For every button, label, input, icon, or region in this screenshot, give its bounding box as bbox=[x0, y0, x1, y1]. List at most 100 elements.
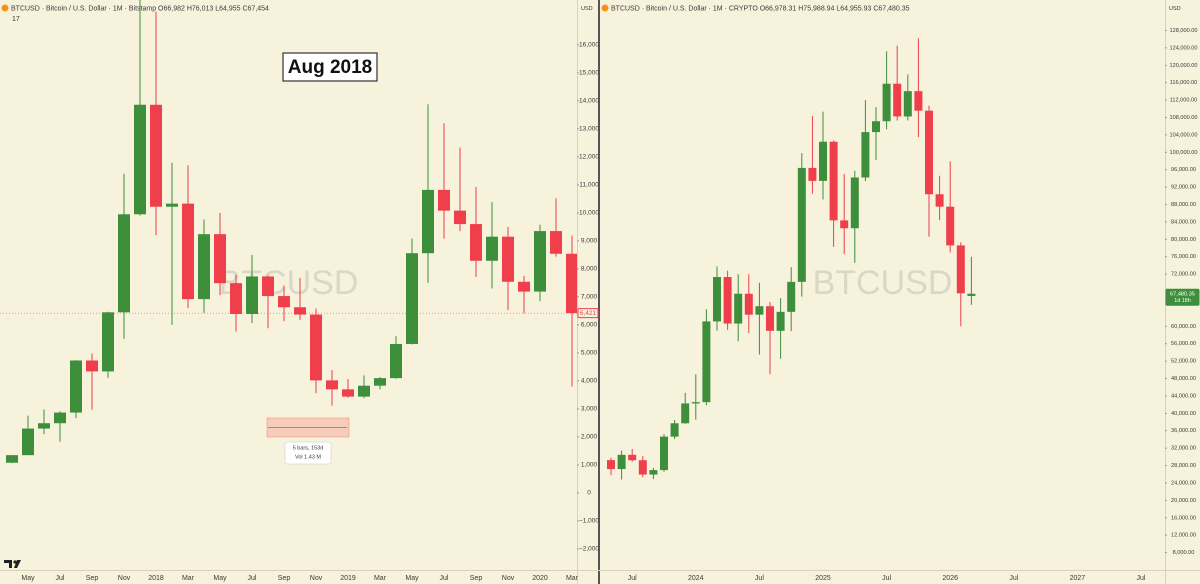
y-tick-label: 8,000.00 bbox=[1173, 550, 1195, 556]
candle-body bbox=[454, 210, 466, 225]
y-tick-label: 7,000 bbox=[581, 294, 598, 301]
y-tick-label: 11,000 bbox=[579, 182, 599, 189]
candle-body bbox=[118, 214, 130, 313]
candle-body bbox=[182, 203, 194, 300]
candle-body bbox=[38, 423, 50, 429]
y-tick-label: 2,000 bbox=[581, 434, 598, 441]
candle-body bbox=[819, 141, 827, 181]
indicator-toggle[interactable]: 17 bbox=[12, 16, 20, 23]
candle-body bbox=[893, 83, 902, 117]
y-tick-label: 3,000 bbox=[581, 406, 598, 413]
candle-body bbox=[150, 104, 162, 207]
y-tick-label: −1,000 bbox=[579, 518, 599, 525]
candle-body bbox=[882, 83, 891, 122]
x-tick-label: 2020 bbox=[532, 575, 548, 582]
y-tick-label: 124,000.00 bbox=[1170, 45, 1198, 51]
y-tick-label: 40,000.00 bbox=[1171, 411, 1196, 417]
y-tick-label: 76,000.00 bbox=[1171, 254, 1196, 260]
x-tick-label: Mar bbox=[374, 575, 387, 582]
candle-body bbox=[342, 389, 354, 397]
candle-body bbox=[766, 306, 774, 331]
x-tick-label: Mar bbox=[566, 575, 579, 582]
candle-body bbox=[872, 121, 880, 133]
y-tick-label: 60,000.00 bbox=[1171, 324, 1196, 330]
x-tick-label: Nov bbox=[118, 575, 131, 582]
x-tick-label: May bbox=[405, 575, 419, 582]
x-tick-label: 2026 bbox=[942, 575, 958, 582]
candle-body bbox=[534, 231, 546, 292]
candle-body bbox=[310, 314, 322, 381]
candle-body bbox=[946, 206, 955, 246]
x-tick-label: 2019 bbox=[340, 575, 356, 582]
countdown: 1d 18h bbox=[1174, 298, 1191, 304]
x-tick-label: Nov bbox=[310, 575, 323, 582]
x-tick-label: 2018 bbox=[148, 575, 164, 582]
candles bbox=[607, 38, 976, 480]
y-tick-label: 4,000 bbox=[581, 378, 598, 385]
candle-body bbox=[914, 91, 923, 111]
candle-body bbox=[628, 454, 637, 461]
y-tick-label: 16,000 bbox=[579, 42, 599, 49]
candle-body bbox=[660, 436, 668, 471]
y-tick-label: −2,000 bbox=[579, 546, 599, 553]
candle-body bbox=[246, 276, 258, 314]
candle-body bbox=[840, 220, 849, 229]
header: BTCUSD · Bitcoin / U.S. Dollar · 1M · Bi… bbox=[11, 5, 269, 12]
y-tick-label: 9,000 bbox=[581, 238, 598, 245]
x-tick-label: Jul bbox=[1137, 575, 1146, 582]
currency: USD bbox=[581, 6, 593, 12]
candle-body bbox=[262, 276, 274, 297]
x-tick-label: Jul bbox=[882, 575, 891, 582]
candle-body bbox=[438, 189, 450, 211]
watermark: BTCUSD bbox=[813, 264, 953, 302]
candle-body bbox=[198, 234, 210, 300]
x-tick-label: Sep bbox=[278, 575, 291, 582]
y-tick-label: 80,000.00 bbox=[1171, 237, 1196, 243]
x-tick-label: Mar bbox=[182, 575, 195, 582]
candle-body bbox=[935, 194, 944, 207]
candle-body bbox=[422, 189, 434, 254]
y-tick-label: 128,000.00 bbox=[1170, 28, 1198, 34]
candle-body bbox=[776, 311, 785, 331]
x-tick-label: Jul bbox=[248, 575, 257, 582]
candle-body bbox=[102, 312, 114, 372]
y-tick-label: 16,000.00 bbox=[1171, 515, 1196, 521]
measure-volume: Vol 1.43 M bbox=[295, 454, 321, 460]
price-tag-label: 6,421 bbox=[580, 310, 597, 317]
y-tick-label: 28,000.00 bbox=[1171, 463, 1196, 469]
candle-body bbox=[326, 380, 338, 390]
y-tick-label: 120,000.00 bbox=[1170, 63, 1198, 69]
y-tick-label: 14,000 bbox=[579, 98, 599, 105]
candle-body bbox=[502, 236, 514, 282]
candle-body bbox=[713, 277, 721, 322]
candle-body bbox=[850, 177, 859, 229]
y-tick-label: 88,000.00 bbox=[1171, 202, 1196, 208]
y-tick-label: 100,000.00 bbox=[1170, 150, 1198, 156]
candle-body bbox=[861, 132, 870, 178]
y-tick-label: 5,000 bbox=[581, 350, 598, 357]
y-tick-label: 8,000 bbox=[581, 266, 598, 273]
x-tick-label: May bbox=[213, 575, 227, 582]
candle-body bbox=[134, 104, 146, 215]
y-tick-label: 15,000 bbox=[579, 70, 599, 77]
y-tick-label: 84,000.00 bbox=[1171, 219, 1196, 225]
candle-body bbox=[829, 141, 838, 221]
candle-body bbox=[518, 281, 530, 292]
candle-body bbox=[787, 281, 796, 312]
candle-body bbox=[956, 245, 965, 294]
candle-body bbox=[670, 423, 679, 437]
y-tick-label: 72,000.00 bbox=[1171, 272, 1196, 278]
annotation-box bbox=[282, 52, 378, 82]
candle-body bbox=[681, 403, 690, 424]
y-tick-label: 32,000.00 bbox=[1171, 446, 1196, 452]
candle-body bbox=[925, 110, 933, 195]
y-tick-label: 20,000.00 bbox=[1171, 498, 1196, 504]
y-tick-label: 52,000.00 bbox=[1171, 359, 1196, 365]
candle-body bbox=[294, 307, 306, 315]
x-tick-label: 2024 bbox=[688, 575, 704, 582]
candle-body bbox=[691, 402, 700, 404]
y-tick-label: 104,000.00 bbox=[1170, 132, 1198, 138]
y-tick-label: 6,000 bbox=[581, 322, 598, 329]
x-tick-label: Sep bbox=[470, 575, 483, 582]
